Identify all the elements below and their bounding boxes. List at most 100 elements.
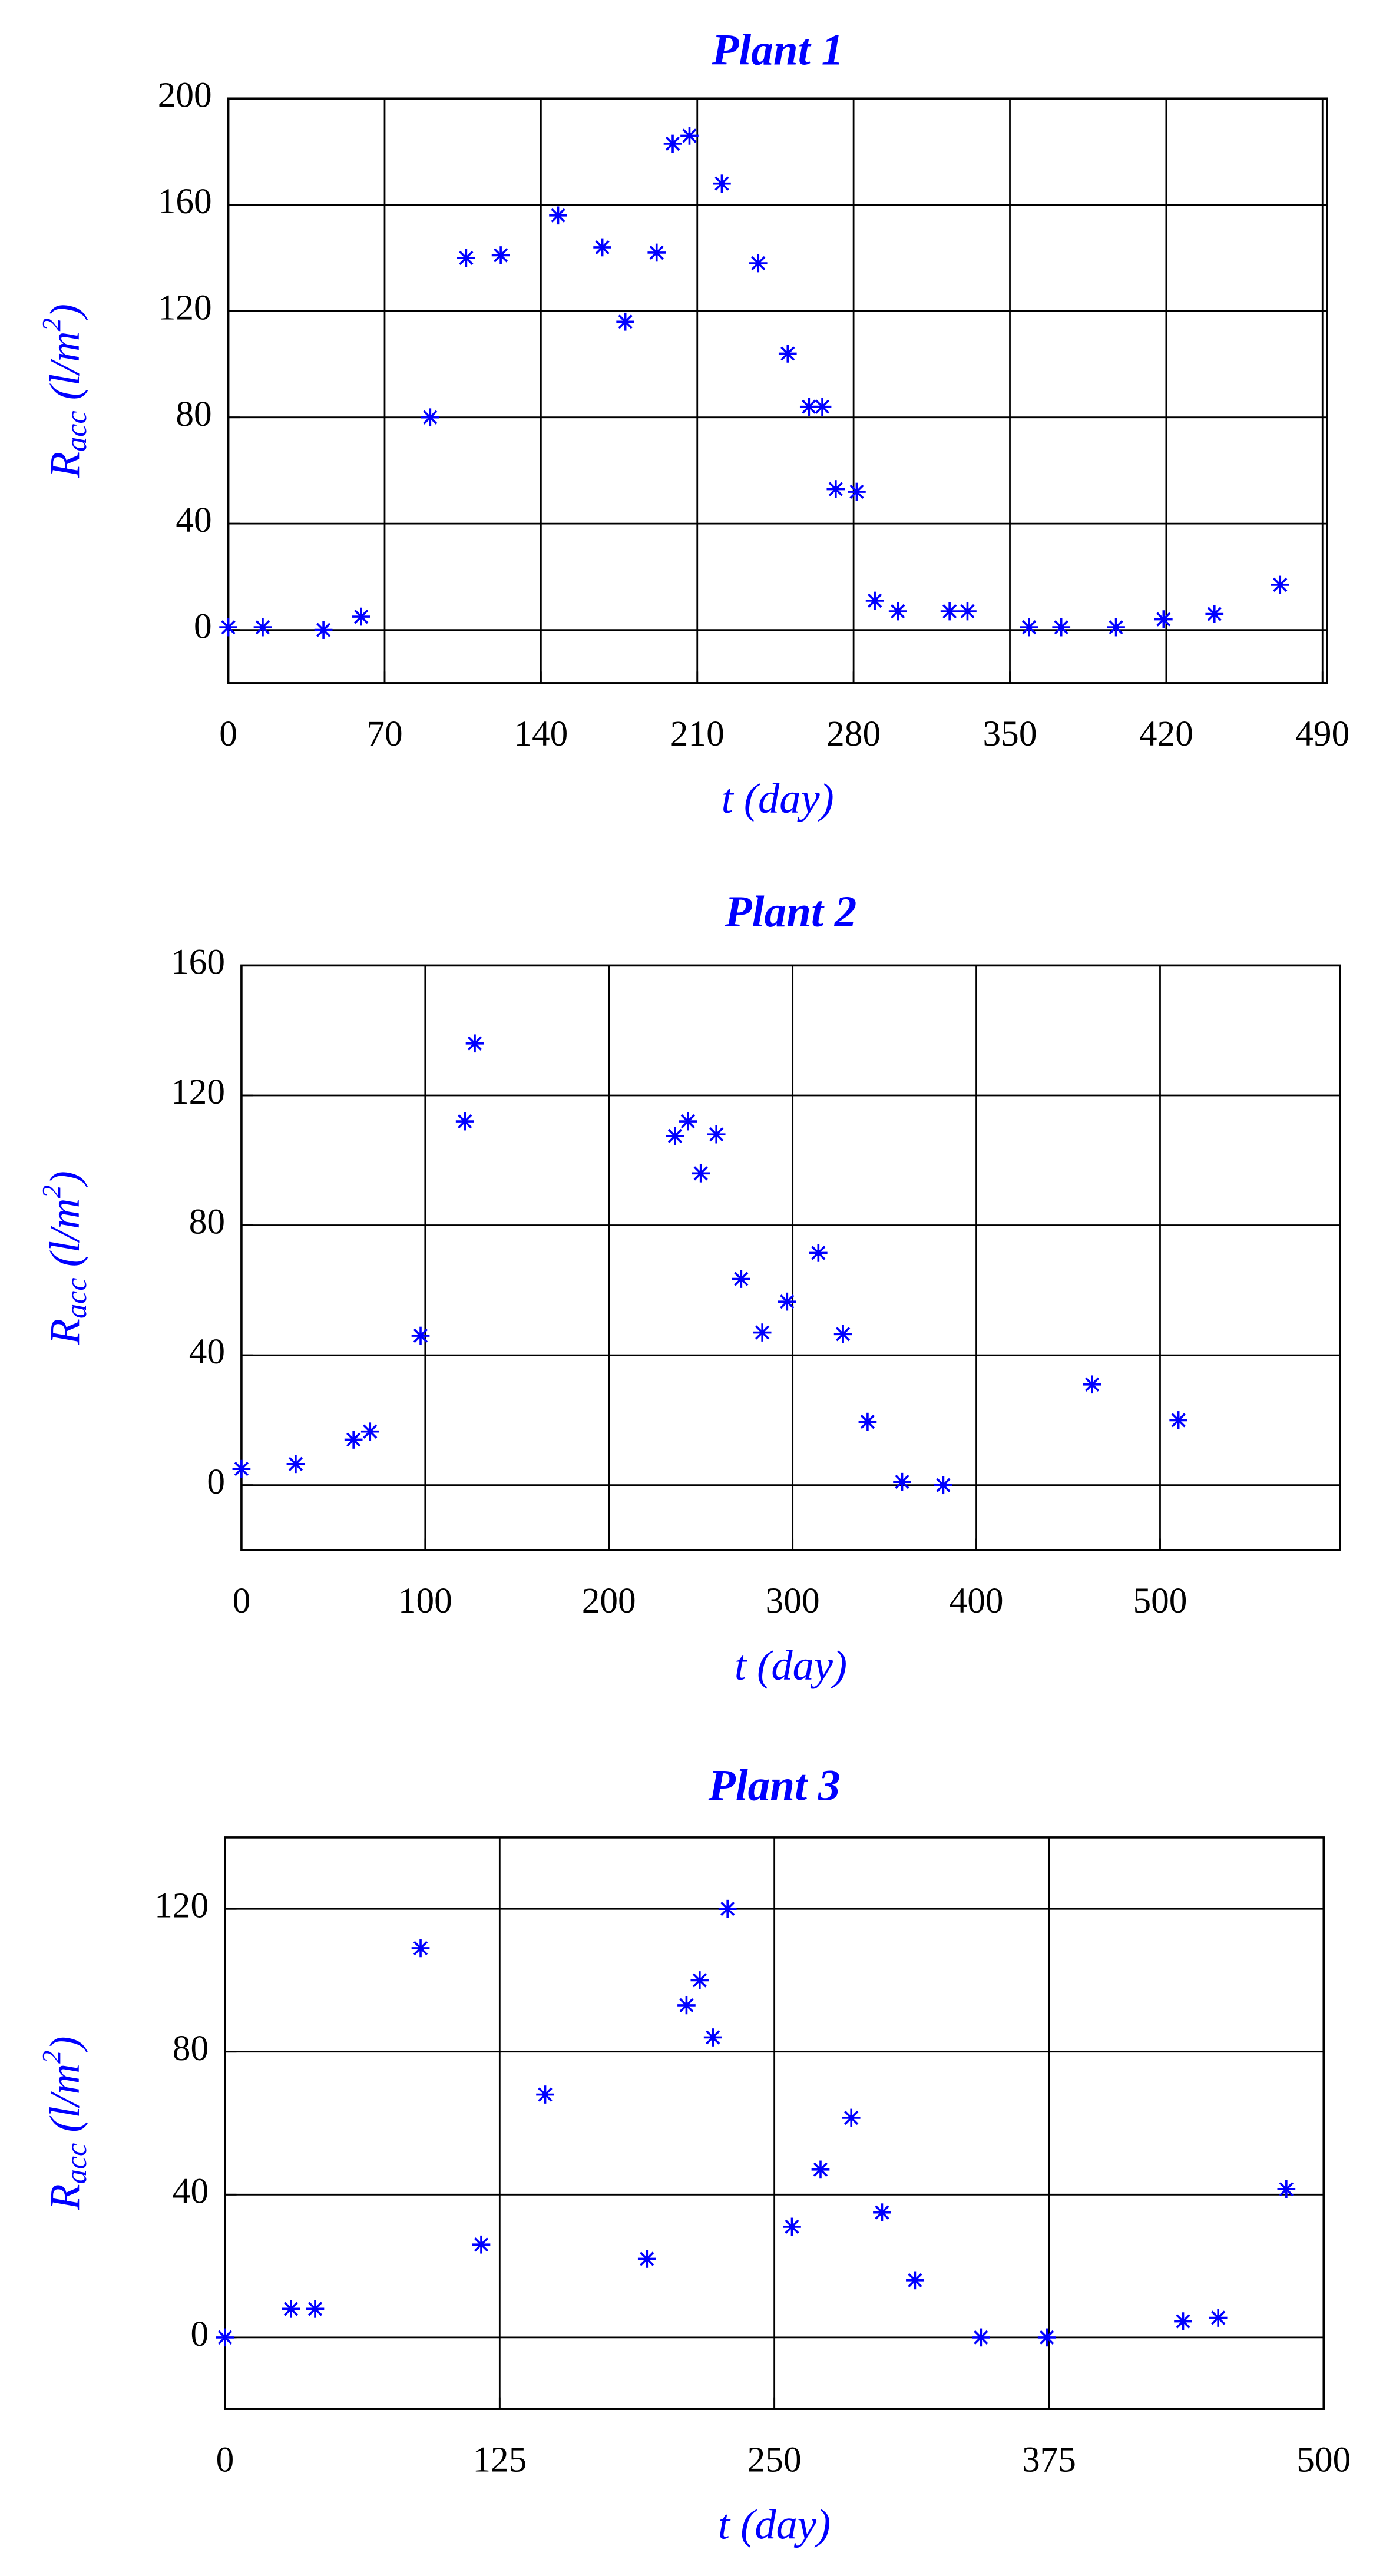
point-stroke <box>802 399 816 414</box>
y-tick-label: 40 <box>176 500 211 540</box>
y-tick-label: 120 <box>158 287 212 327</box>
chart-title: Plant 3 <box>708 1761 841 1810</box>
point <box>1169 1411 1188 1429</box>
point <box>455 1112 474 1131</box>
point-stroke <box>665 136 680 151</box>
point <box>692 1164 710 1183</box>
point-stroke <box>458 1114 472 1129</box>
point <box>666 1127 684 1145</box>
point <box>352 607 370 626</box>
point-stroke <box>413 1941 428 1956</box>
x-tick-label: 375 <box>1022 2439 1076 2479</box>
point-stroke <box>706 2030 720 2045</box>
x-tick-label: 0 <box>233 1581 251 1621</box>
point <box>411 1939 430 1958</box>
point-stroke <box>849 484 864 499</box>
x-tick-label: 140 <box>514 714 568 754</box>
point <box>637 2250 656 2268</box>
point-stroke <box>467 1036 482 1051</box>
x-tick-label: 125 <box>472 2439 527 2479</box>
point <box>360 1422 379 1441</box>
point <box>888 602 907 621</box>
point-stroke <box>942 604 957 619</box>
point-stroke <box>1156 612 1171 627</box>
point-stroke <box>682 128 697 143</box>
x-tick-label: 70 <box>366 714 402 754</box>
point-stroke <box>1109 620 1123 635</box>
point-stroke <box>835 1327 851 1342</box>
point <box>314 621 333 639</box>
point <box>549 206 567 225</box>
x-tick-label: 210 <box>670 714 725 754</box>
point-stroke <box>680 1114 695 1129</box>
point <box>783 2217 801 2236</box>
x-tick-label: 350 <box>983 714 1037 754</box>
point-stroke <box>960 604 975 619</box>
point-stroke <box>815 399 830 414</box>
x-tick-label: 250 <box>747 2439 802 2479</box>
point-stroke <box>720 1902 735 1916</box>
point-stroke <box>459 250 474 266</box>
x-axis-label: t (day) <box>735 1641 847 1689</box>
point <box>616 312 635 331</box>
point-stroke <box>307 2302 323 2316</box>
chart-title: Plant 1 <box>711 25 843 74</box>
x-tick-label: 0 <box>219 714 237 754</box>
point-stroke <box>493 248 508 263</box>
y-tick-label: 0 <box>194 607 212 647</box>
point-stroke <box>221 620 236 635</box>
point <box>647 243 666 262</box>
point-stroke <box>908 2273 922 2287</box>
point-stroke <box>288 1456 303 1471</box>
y-tick-label: 160 <box>171 942 225 982</box>
point-stroke <box>354 609 369 624</box>
point <box>749 254 768 273</box>
point <box>593 238 611 257</box>
point-stroke <box>755 1325 770 1340</box>
point <box>1037 2328 1056 2347</box>
point-stroke <box>692 1973 707 1988</box>
point <box>232 1459 251 1478</box>
x-axis-label: t (day) <box>718 2500 831 2548</box>
point-stroke <box>640 2251 654 2266</box>
point <box>753 1323 772 1342</box>
plot-frame <box>240 964 1341 1551</box>
point <box>680 127 699 145</box>
plot-frame <box>227 97 1328 684</box>
point <box>707 1125 726 1144</box>
point-stroke <box>891 604 905 619</box>
x-tick-label: 500 <box>1296 2439 1351 2479</box>
point <box>811 2160 830 2179</box>
chart: Plant 1 0 70 140 210 280 350 420 490 0 40 80 120 160 2… <box>37 25 1349 822</box>
point <box>778 345 797 363</box>
x-tick-label: 0 <box>216 2439 234 2479</box>
y-tick-label: 80 <box>189 1202 225 1242</box>
point-stroke <box>346 1432 361 1447</box>
x-tick-label: 280 <box>826 714 881 754</box>
y-tick-label: 200 <box>158 75 212 115</box>
point <box>1154 610 1173 628</box>
point-stroke <box>679 1998 694 2013</box>
point <box>421 408 439 427</box>
point-stroke <box>255 620 270 635</box>
point <box>826 480 845 498</box>
point <box>465 1034 484 1053</box>
point-stroke <box>709 1127 724 1142</box>
x-tick-label: 500 <box>1133 1581 1187 1621</box>
point-stroke <box>734 1272 749 1286</box>
y-tick-label: 120 <box>171 1072 225 1112</box>
y-tick-label: 120 <box>154 1885 209 1925</box>
point-stroke <box>895 1475 909 1489</box>
point-stroke <box>1207 607 1222 621</box>
point-stroke <box>316 623 331 637</box>
point-stroke <box>780 1294 795 1309</box>
y-tick-label: 80 <box>173 2028 209 2068</box>
x-tick-label: 490 <box>1295 714 1349 754</box>
point <box>958 602 977 621</box>
point-stroke <box>413 1328 428 1343</box>
point-stroke <box>1273 577 1288 592</box>
point <box>679 1112 697 1131</box>
x-tick-label: 300 <box>766 1581 820 1621</box>
point-stroke <box>844 2110 859 2125</box>
point <box>536 2085 554 2104</box>
